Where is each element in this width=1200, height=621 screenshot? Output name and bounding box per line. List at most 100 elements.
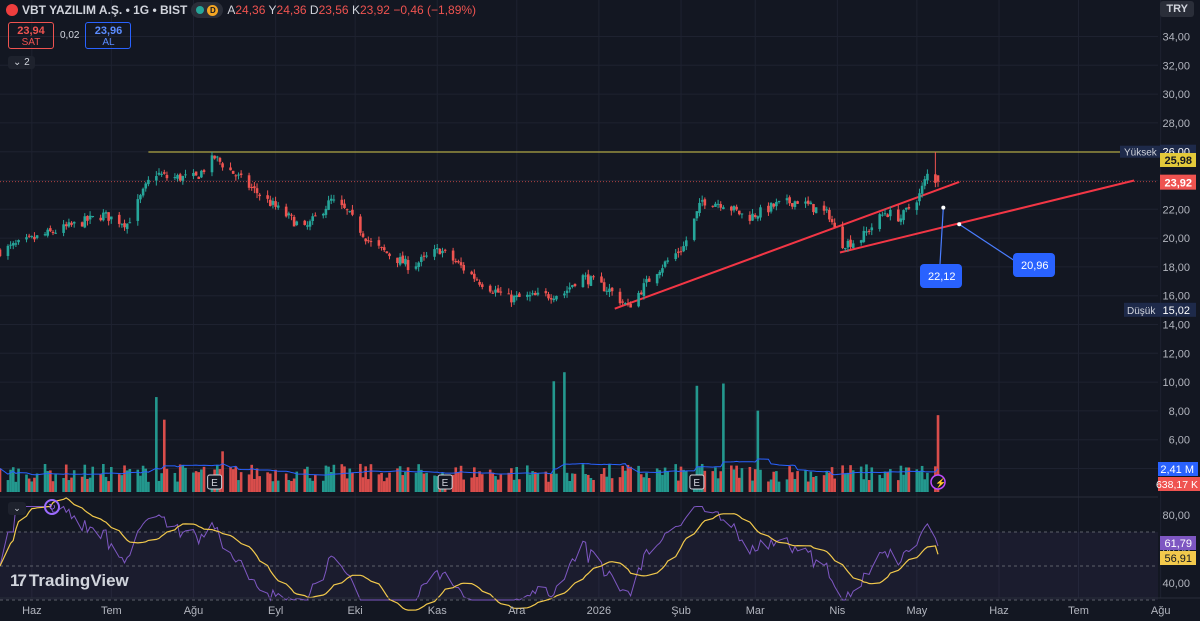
volume-bar: [290, 481, 293, 492]
volume-bar: [404, 471, 407, 492]
annotation-anchor: [957, 222, 962, 227]
buy-button[interactable]: 23,96 AL: [85, 22, 132, 49]
volume-bar: [0, 468, 2, 492]
candle-body: [737, 210, 741, 215]
symbol-title[interactable]: VBT YAZILIM A.Ş. • 1G • BIST: [22, 3, 188, 17]
volume-bar: [102, 464, 105, 492]
volume-bar: [91, 466, 95, 492]
volume-bar: [828, 472, 831, 492]
candle-body: [518, 293, 521, 297]
candle-body: [902, 210, 905, 221]
sell-button[interactable]: 23,94 SAT: [8, 22, 54, 49]
volume-bar: [46, 471, 49, 492]
status-pill[interactable]: D: [191, 2, 224, 18]
rsi-collapse-button[interactable]: ⌄: [8, 502, 26, 515]
candle-body: [443, 249, 447, 251]
candle-body: [345, 209, 349, 211]
volume-bar: [730, 465, 733, 492]
candle-body: [549, 298, 553, 300]
candle-body: [862, 230, 866, 242]
volume-bar: [27, 478, 31, 492]
volume-bar: [883, 471, 887, 492]
annotation-leader: [939, 207, 944, 265]
candle-body: [367, 240, 370, 242]
annotation-box-1: [920, 264, 962, 288]
candle-body: [425, 255, 428, 257]
candle-body: [899, 218, 903, 222]
candle-body: [441, 250, 444, 254]
trend-line-2: [839, 179, 1135, 254]
candle-body: [677, 251, 680, 253]
candle-body: [136, 199, 140, 221]
symbol-logo-icon: [6, 4, 18, 16]
candle-body: [825, 209, 829, 211]
rsi-ma-value: 56,91: [1164, 553, 1192, 565]
market-open-icon: [196, 6, 205, 14]
candle-body: [250, 186, 254, 188]
open-value: 24,36: [235, 3, 266, 17]
candle-body: [883, 213, 887, 215]
tradingview-logo: 17 TradingView: [10, 571, 129, 591]
candle-body: [881, 214, 884, 216]
high-tag-bg: [1120, 145, 1160, 158]
indicators-collapse-button[interactable]: ⌄ 2: [8, 56, 35, 69]
candle-body: [621, 301, 624, 303]
candle-body: [496, 288, 500, 293]
volume-bar: [772, 471, 776, 492]
candle-body: [777, 200, 781, 202]
candle-body: [17, 240, 20, 243]
buy-price: 23,96: [94, 25, 123, 37]
volume-bar: [229, 467, 232, 492]
volume-bar: [878, 474, 882, 492]
volume-bar: [51, 481, 55, 492]
price-tick-label: 12,00: [1162, 348, 1190, 360]
candle-body: [287, 213, 291, 216]
volume-bar: [735, 465, 738, 492]
volume-bar: [6, 480, 10, 492]
volume-bar: [608, 464, 611, 492]
volume-bar: [602, 468, 606, 492]
volume-bar: [711, 471, 715, 492]
price-tick-label: 10,00: [1162, 377, 1190, 389]
volume-bar: [679, 466, 683, 492]
candle-body: [841, 226, 844, 249]
candle-body: [46, 229, 49, 236]
volume-bar: [155, 397, 158, 492]
price-tick-label: 30,00: [1162, 89, 1190, 101]
volume-bar: [86, 478, 89, 492]
volume-bar: [420, 469, 423, 492]
rsi-value: 61,79: [1164, 538, 1192, 550]
candle-body: [698, 202, 701, 213]
currency-button[interactable]: TRY: [1160, 1, 1194, 17]
candle-body: [494, 289, 497, 293]
candle-body: [592, 276, 595, 278]
volume-bar: [401, 475, 405, 492]
candle-body: [70, 222, 73, 225]
volume-bar: [107, 481, 110, 492]
volume-bar: [340, 464, 344, 492]
candle-body: [215, 156, 219, 158]
candle-body: [192, 172, 195, 177]
candle-body: [329, 198, 333, 201]
volume-bar: [361, 477, 365, 492]
candle-body: [359, 216, 362, 233]
price-tick-label: 34,00: [1162, 32, 1190, 44]
volume-bar: [17, 468, 20, 492]
candle-body: [889, 209, 892, 217]
volume-bar: [250, 464, 254, 492]
refresh-icon[interactable]: ↻: [44, 499, 60, 515]
candle-body: [878, 214, 882, 230]
candle-body: [369, 241, 373, 243]
volume-bar: [586, 474, 590, 492]
volume-bar: [804, 470, 807, 492]
volume-bar: [332, 464, 336, 492]
candle-body: [80, 222, 84, 227]
candle-body: [663, 261, 667, 267]
candle-body: [600, 276, 603, 283]
candle-body: [276, 205, 280, 208]
candle-body: [804, 201, 807, 204]
annotation-anchor: [941, 205, 946, 210]
candle-body: [194, 171, 198, 176]
candle-body: [716, 203, 720, 205]
